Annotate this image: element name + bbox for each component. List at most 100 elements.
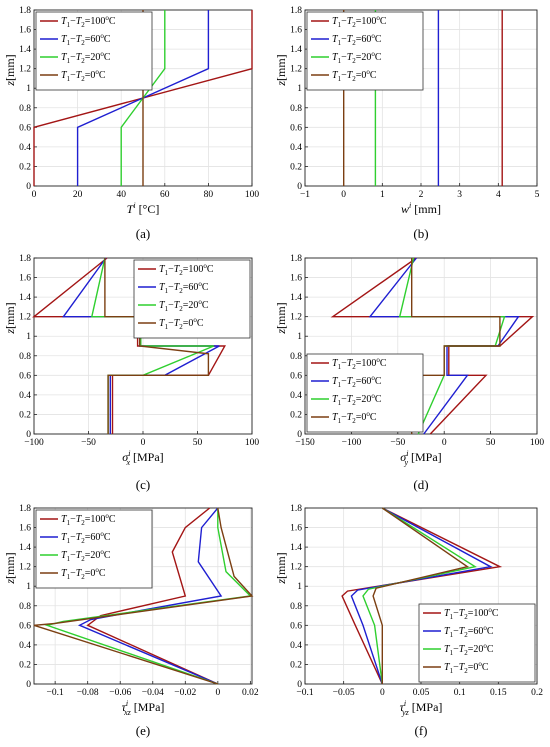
- x-tick-label: −50: [81, 438, 96, 448]
- series-line: [86, 507, 219, 685]
- x-tick-label: 0.1: [454, 688, 466, 698]
- legend-box: [133, 259, 251, 339]
- legend: T1−T2=100oC T1−T2=60oC T1−T2=20oC T1−T2=0oC: [35, 509, 153, 589]
- y-tick-label: 1.4: [290, 543, 302, 553]
- legend-entry: T1−T2=0oC: [332, 68, 377, 83]
- legend-entry: T1−T2=20oC: [332, 50, 382, 65]
- y-tick-label: 1.2: [290, 313, 302, 323]
- x-tick-label: 0: [215, 688, 220, 698]
- panel-c: −100 −50 0 50 100 0 0.2 0.4 0.6 0.8 1 1.2 1.4 1.6 1.8 σ…: [3, 254, 259, 492]
- y-tick-label: 0.6: [290, 123, 302, 133]
- x-tick-label: −1: [300, 190, 310, 200]
- x-axis-label: τi yz [MPa]: [400, 699, 443, 717]
- legend-entry: T1−T2=60oC: [159, 280, 209, 295]
- y-tick-label: 0: [297, 182, 302, 192]
- y-axis-label: z[mm]: [3, 302, 17, 334]
- legend-box: [35, 509, 153, 589]
- panel-caption: (d): [413, 477, 428, 492]
- legend-entry: T1−T2=0oC: [61, 566, 106, 581]
- y-tick-label: 1: [26, 84, 31, 94]
- legend: T1−T2=100oC T1−T2=60oC T1−T2=20oC T1−T2=0oC: [306, 353, 424, 433]
- y-tick-label: 0.2: [19, 410, 31, 420]
- y-tick-label: 0.2: [290, 162, 302, 172]
- x-tick-label: 0.15: [490, 688, 507, 698]
- y-tick-label: 1: [26, 332, 31, 342]
- legend-box: [35, 11, 153, 91]
- y-tick-label: 0.8: [19, 602, 31, 612]
- x-tick-label: −0.02: [174, 688, 196, 698]
- y-tick-label: 0.6: [19, 371, 31, 381]
- x-tick-label: 100: [245, 190, 260, 200]
- y-tick-label: 0.4: [19, 391, 31, 401]
- y-tick-label: 0.8: [290, 104, 302, 114]
- x-tick-label: −150: [295, 438, 315, 448]
- y-tick-label: 1.8: [19, 6, 31, 16]
- y-axis-label: z[mm]: [3, 552, 17, 584]
- x-tick-label: 50: [486, 438, 496, 448]
- x-axis-label: σi y [MPa]: [400, 449, 441, 467]
- legend-entry: T1−T2=20oC: [61, 50, 111, 65]
- y-tick-label: 0.2: [290, 660, 302, 670]
- x-tick-label: 0: [32, 190, 37, 200]
- x-tick-label: 100: [245, 438, 260, 448]
- x-tick-label: 80: [204, 190, 214, 200]
- y-tick-label: 0.4: [290, 391, 302, 401]
- y-tick-label: 1.6: [290, 26, 302, 36]
- x-tick-label: 0.2: [531, 688, 543, 698]
- legend-entry: T1−T2=100oC: [332, 14, 387, 29]
- legend-entry: T1−T2=60oC: [332, 32, 382, 47]
- y-tick-label: 1.4: [290, 45, 302, 55]
- x-tick-label: −0.04: [142, 688, 164, 698]
- y-tick-label: 1.4: [290, 293, 302, 303]
- x-tick-label: 0: [341, 190, 346, 200]
- y-tick-label: 1.6: [19, 274, 31, 284]
- y-tick-label: 1: [297, 582, 302, 592]
- y-tick-label: 1.6: [19, 524, 31, 534]
- y-tick-label: 0.6: [19, 621, 31, 631]
- y-tick-label: 0.4: [290, 641, 302, 651]
- x-tick-label: 0: [442, 438, 447, 448]
- series-line: [372, 507, 470, 684]
- x-tick-label: 40: [116, 190, 126, 200]
- panel-caption: (b): [413, 226, 428, 241]
- legend-entry: T1−T2=100oC: [61, 512, 116, 527]
- y-tick-label: 1.2: [19, 563, 31, 573]
- legend-entry: T1−T2=0oC: [159, 316, 204, 331]
- panel-d: −150 −100 −50 0 50 100 0 0.2 0.4 0.6 0.8 1 1.2 1.4 1.6…: [274, 254, 544, 492]
- x-tick-label: −0.06: [109, 688, 131, 698]
- series-line: [33, 507, 254, 685]
- x-tick-label: 3: [457, 190, 462, 200]
- series-line: [350, 507, 493, 685]
- legend-entry: T1−T2=100oC: [444, 606, 499, 621]
- y-tick-label: 0.4: [19, 641, 31, 651]
- panel-caption: (e): [136, 723, 150, 738]
- legend: T1−T2=100oC T1−T2=60oC T1−T2=20oC T1−T2=0oC: [35, 11, 153, 91]
- y-tick-label: 0.2: [290, 410, 302, 420]
- legend-entry: T1−T2=20oC: [332, 392, 382, 407]
- legend-entry: T1−T2=0oC: [444, 660, 489, 675]
- panel-a: 0 20 40 60 80 100 0 0.2 0.4 0.6 0.8 1 1.2 1.4 1.6 1.8 Ti…: [3, 6, 259, 241]
- legend-entry: T1−T2=60oC: [61, 32, 111, 47]
- x-tick-label: 5: [535, 190, 540, 200]
- y-tick-label: 0.6: [290, 371, 302, 381]
- legend-entry: T1−T2=0oC: [61, 68, 106, 83]
- x-tick-label: 0.02: [242, 688, 259, 698]
- y-tick-label: 0.8: [19, 352, 31, 362]
- y-axis-label: z[mm]: [274, 552, 288, 584]
- panel-b: −1 0 1 2 3 4 500.20.40.60.811.21.41.61.8wi [mm…: [274, 6, 540, 241]
- legend-entry: T1−T2=100oC: [332, 356, 387, 371]
- legend-box: [418, 603, 536, 683]
- y-tick-label: 1: [297, 332, 302, 342]
- legend-box: [306, 11, 424, 91]
- y-tick-label: 1.6: [290, 274, 302, 284]
- x-tick-label: −0.1: [296, 688, 313, 698]
- y-tick-label: 0.8: [19, 104, 31, 114]
- y-tick-label: 1: [26, 582, 31, 592]
- y-tick-label: 0: [297, 430, 302, 440]
- panel-caption: (a): [136, 226, 150, 241]
- y-tick-label: 1.8: [290, 254, 302, 264]
- x-axis-label: wi [mm]: [401, 201, 441, 216]
- legend-entry: T1−T2=60oC: [61, 530, 111, 545]
